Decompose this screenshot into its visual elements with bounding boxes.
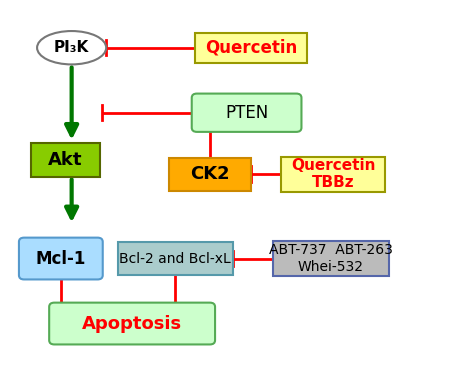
Text: CK2: CK2 — [190, 165, 230, 183]
FancyBboxPatch shape — [281, 157, 385, 192]
FancyBboxPatch shape — [169, 157, 251, 191]
Text: PI₃K: PI₃K — [54, 40, 89, 55]
FancyBboxPatch shape — [118, 242, 233, 275]
Text: PTEN: PTEN — [225, 104, 268, 122]
FancyBboxPatch shape — [192, 94, 302, 132]
Text: Akt: Akt — [48, 151, 82, 169]
FancyBboxPatch shape — [273, 241, 389, 276]
FancyBboxPatch shape — [19, 238, 103, 280]
FancyBboxPatch shape — [49, 303, 215, 344]
Text: Mcl-1: Mcl-1 — [36, 250, 86, 268]
Text: Bcl-2 and Bcl-xL: Bcl-2 and Bcl-xL — [119, 251, 231, 266]
Text: Quercetin: Quercetin — [205, 39, 297, 57]
Text: Apoptosis: Apoptosis — [82, 314, 182, 333]
Text: Quercetin
TBBz: Quercetin TBBz — [291, 158, 375, 190]
Ellipse shape — [37, 31, 106, 64]
FancyBboxPatch shape — [31, 143, 100, 177]
FancyBboxPatch shape — [195, 33, 307, 63]
Text: ABT-737  ABT-263
Whei-532: ABT-737 ABT-263 Whei-532 — [269, 243, 393, 274]
